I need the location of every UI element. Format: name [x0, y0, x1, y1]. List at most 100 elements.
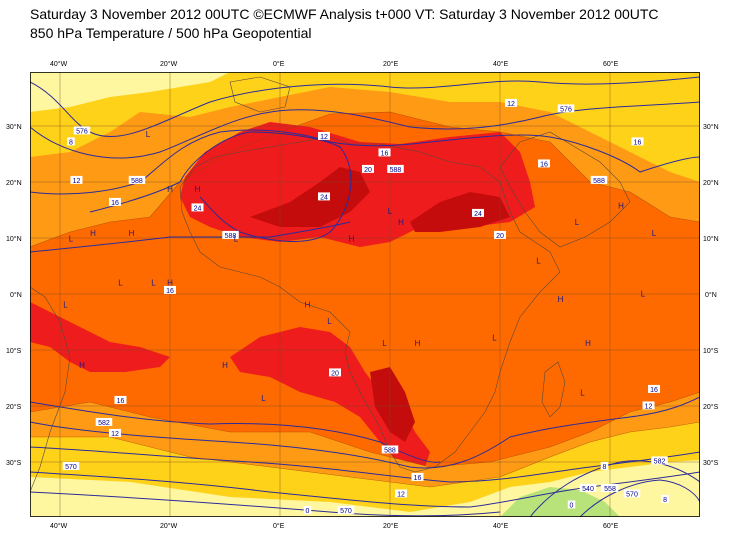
lon-tick-top-5: 60°E: [603, 60, 619, 68]
map-subtitle: 850 hPa Temperature / 500 hPa Geopotenti…: [30, 25, 312, 41]
contour-label: 588: [381, 445, 399, 454]
contour-label: 570: [337, 505, 355, 515]
high-pressure-marker: H: [222, 361, 228, 370]
contour-label-text: 582: [98, 420, 110, 427]
contour-label-bg: [567, 500, 576, 509]
lon-tick-top-3: 20°E: [383, 60, 399, 68]
lon-tick-top-4: 40°E: [493, 60, 509, 68]
lat-tick-right-2: 10°N: [703, 235, 719, 243]
contour-label: 570: [623, 489, 641, 498]
high-pressure-marker: H: [90, 229, 96, 238]
contour-label-text: 8: [69, 139, 73, 146]
contour-label: 8: [600, 461, 609, 471]
low-pressure-marker: L: [151, 278, 156, 287]
lon-tick-bottom-4: 40°E: [493, 522, 509, 530]
lon-tick-bottom-2: 0°E: [273, 522, 285, 530]
contour-label-bg: [73, 126, 91, 135]
contour-label: 558: [601, 483, 619, 493]
lon-tick-bottom-5: 60°E: [603, 522, 619, 530]
contour-label: 582: [651, 456, 668, 465]
contour-label-text: 16: [414, 475, 422, 482]
lat-tick-right-5: 20°S: [703, 403, 719, 411]
contour-label-bg: [317, 192, 330, 201]
contour-label-text: 16: [166, 288, 174, 295]
high-pressure-marker: H: [167, 278, 173, 287]
contour-label: 576: [557, 104, 575, 113]
lat-tick-left-1: 20°N: [6, 179, 22, 187]
high-pressure-marker: H: [618, 201, 624, 210]
high-pressure-marker: H: [79, 361, 85, 370]
lat-tick-left-0: 30°N: [6, 123, 22, 131]
low-pressure-marker: L: [492, 333, 497, 342]
lat-tick-right-3: 0°N: [705, 291, 717, 299]
contour-label-text: 16: [111, 200, 119, 207]
contour-label: 16: [411, 472, 424, 482]
temp-band-12-north: [30, 72, 700, 182]
contour-label: 12: [505, 98, 518, 108]
low-pressure-marker: L: [382, 339, 387, 348]
contour-label: 16: [114, 395, 127, 405]
contour-label-bg: [579, 483, 597, 492]
contour-label: 0: [567, 500, 576, 509]
lat-tick-left-4: 10°S: [6, 347, 22, 355]
contour-label-text: 20: [331, 370, 339, 377]
contour-label-bg: [661, 494, 669, 503]
contour-label: 12: [317, 131, 330, 141]
contour-label-bg: [328, 368, 341, 377]
contour-label-text: 16: [540, 161, 548, 168]
lat-tick-left-3: 0°N: [10, 291, 22, 299]
high-pressure-marker: H: [558, 295, 564, 304]
map-title: Saturday 3 November 2012 00UTC ©ECMWF An…: [30, 6, 659, 22]
coastline-africa: [179, 136, 561, 473]
lon-tick-top-2: 0°E: [273, 60, 285, 68]
contour-label: 8: [67, 137, 75, 146]
temp-band-28-south: [370, 367, 415, 442]
contour-label: 12: [642, 401, 655, 410]
contour-label-text: 12: [397, 491, 405, 498]
contour-label-text: 576: [560, 106, 572, 113]
coastline-arabia: [499, 131, 631, 248]
contour-label-text: 570: [65, 464, 77, 471]
lat-tick-left-6: 30°S: [6, 459, 22, 467]
contour-label-bg: [337, 505, 355, 514]
contour-label-text: 16: [650, 387, 658, 394]
contour-label-bg: [108, 428, 121, 437]
contour-label: 582: [95, 417, 113, 427]
lat-tick-right-6: 30°S: [703, 459, 719, 467]
contour-label-text: 12: [507, 101, 515, 108]
contour-label-text: 20: [364, 167, 372, 174]
contour-label: 540: [579, 483, 597, 493]
contour-label-bg: [191, 203, 204, 212]
contour-label-bg: [108, 197, 121, 206]
contour-label-bg: [472, 208, 485, 217]
contour-label: 16: [378, 148, 391, 157]
contour-label: 588: [128, 175, 146, 185]
contour-label-bg: [394, 489, 407, 498]
low-pressure-marker: L: [261, 394, 266, 403]
temp-band-8-north: [30, 72, 230, 112]
contour-label: 8: [661, 494, 669, 504]
high-pressure-marker: H: [415, 339, 421, 348]
map-border: [30, 72, 700, 517]
contour-label-bg: [317, 131, 330, 140]
contour-label: 576: [73, 126, 91, 135]
contour-label-text: 12: [320, 134, 328, 141]
contour-label: 570: [62, 461, 80, 471]
temp-band-cold-south: [500, 487, 620, 517]
low-pressure-marker: L: [327, 317, 332, 326]
contour-label-bg: [494, 230, 507, 239]
temp-band-16-north: [30, 72, 700, 247]
contour-label-text: 570: [626, 491, 638, 498]
high-pressure-marker: H: [167, 185, 173, 194]
lat-tick-right-4: 10°S: [703, 347, 719, 355]
low-pressure-marker: L: [146, 130, 151, 139]
contour-label-bg: [648, 384, 661, 393]
contour-label-text: 0: [570, 502, 574, 509]
contour-label-text: 576: [76, 128, 88, 135]
low-pressure-marker: L: [69, 234, 74, 243]
contour-label-bg: [128, 175, 146, 184]
contour-label-bg: [222, 230, 239, 239]
